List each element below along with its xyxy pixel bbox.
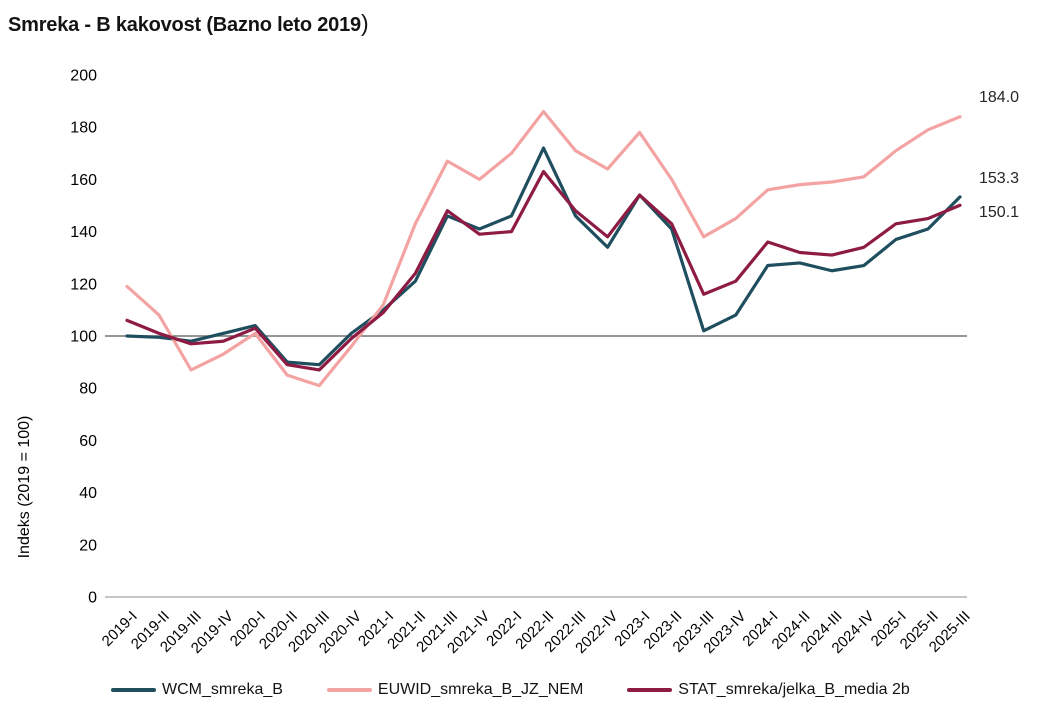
series-line-EUWID_smreka_B_JZ_NEM xyxy=(125,109,962,388)
y-tick-label: 40 xyxy=(79,485,97,502)
legend-swatch-euwid-line xyxy=(326,688,372,692)
legend-item-euwid: EUWID_smreka_B_JZ_NEM xyxy=(326,681,584,699)
legend-label-wcm: WCM_smreka_B xyxy=(162,681,283,698)
y-tick-label: 200 xyxy=(70,68,97,85)
legend-label-euwid: EUWID_smreka_B_JZ_NEM xyxy=(377,681,584,698)
end-label-stat: 150.1 xyxy=(979,204,1020,221)
end-label-wcm: 153.3 xyxy=(979,170,1020,187)
series-line-WCM_smreka_B xyxy=(125,146,962,367)
y-tick-label: 100 xyxy=(70,329,97,346)
legend-item-stat: STAT_smreka/jelka_B_media 2b xyxy=(627,681,910,699)
legend-swatch-stat-line xyxy=(627,688,673,692)
y-tick-label: 60 xyxy=(79,433,97,450)
legend-swatch-wcm-line xyxy=(111,688,156,692)
end-label-euwid: 184.0 xyxy=(979,89,1020,106)
chart-title-suffix: ) xyxy=(360,10,369,36)
y-tick-label: 0 xyxy=(88,590,97,607)
y-tick-label: 120 xyxy=(70,276,97,293)
series-line-STAT_smreka/jelka_B_media 2b xyxy=(125,169,962,372)
chart-title: Smreka - B kakovost (Bazno leto 2019) xyxy=(8,10,369,37)
legend-item-wcm: WCM_smreka_B xyxy=(111,681,283,699)
y-tick-label: 140 xyxy=(70,224,97,241)
y-tick-label: 160 xyxy=(70,172,97,189)
y-tick-label: 80 xyxy=(79,381,97,398)
legend: WCM_smreka_B EUWID_smreka_B_JZ_NEM STAT_… xyxy=(111,681,910,699)
y-tick-label: 180 xyxy=(70,120,97,137)
y-tick-label: 20 xyxy=(79,537,97,554)
legend-label-stat: STAT_smreka/jelka_B_media 2b xyxy=(678,681,910,698)
chart-title-main: Smreka - B kakovost (Bazno leto 2019 xyxy=(8,14,361,36)
